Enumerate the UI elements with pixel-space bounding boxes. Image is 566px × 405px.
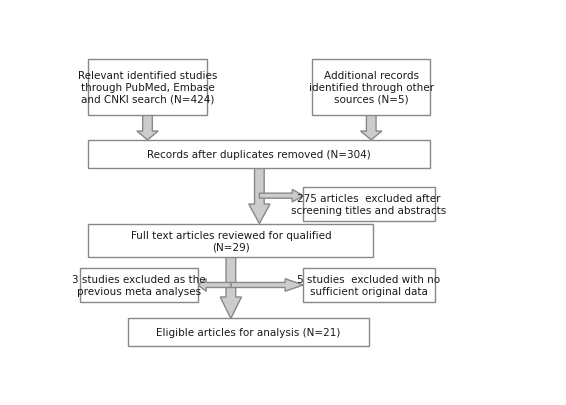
FancyArrow shape: [231, 279, 303, 292]
FancyArrow shape: [137, 115, 158, 141]
Text: Relevant identified studies
through PubMed, Embase
and CNKI search (N=424): Relevant identified studies through PubM…: [78, 71, 217, 104]
FancyArrow shape: [198, 279, 231, 292]
Text: Additional records
identified through other
sources (N=5): Additional records identified through ot…: [308, 71, 434, 104]
FancyArrow shape: [259, 190, 303, 202]
FancyArrow shape: [220, 258, 242, 319]
FancyBboxPatch shape: [88, 60, 207, 115]
FancyBboxPatch shape: [303, 188, 435, 221]
FancyBboxPatch shape: [88, 141, 431, 168]
FancyBboxPatch shape: [303, 269, 435, 302]
FancyArrow shape: [248, 168, 270, 224]
Text: Eligible articles for analysis (N=21): Eligible articles for analysis (N=21): [156, 328, 341, 338]
Text: 3 studies excluded as the
previous meta analyses: 3 studies excluded as the previous meta …: [72, 275, 205, 296]
Text: 5 studies  excluded with no
sufficient original data: 5 studies excluded with no sufficient or…: [298, 275, 440, 296]
FancyBboxPatch shape: [128, 319, 369, 347]
FancyBboxPatch shape: [79, 269, 198, 302]
Text: Records after duplicates removed (N=304): Records after duplicates removed (N=304): [148, 149, 371, 160]
FancyBboxPatch shape: [312, 60, 431, 115]
FancyArrow shape: [361, 115, 382, 141]
FancyBboxPatch shape: [88, 224, 374, 258]
Text: Full text articles reviewed for qualified
(N=29): Full text articles reviewed for qualifie…: [131, 230, 331, 252]
Text: 275 articles  excluded after
screening titles and abstracts: 275 articles excluded after screening ti…: [291, 194, 447, 215]
